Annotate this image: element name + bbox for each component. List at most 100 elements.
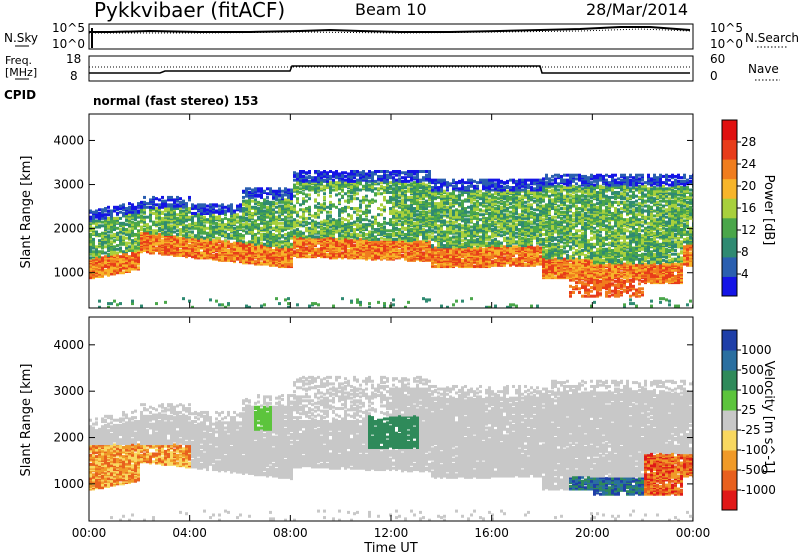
power-cell [446,194,449,198]
power-cell [386,235,389,239]
power-cell [392,190,395,194]
power-cell [461,239,464,243]
power-cell [146,205,149,209]
power-cell [338,183,341,187]
power-cell [128,202,131,206]
power-cell [95,219,98,223]
power-cell [365,228,368,232]
nsky-tick-top: 10^5 [52,21,85,35]
power-cell [230,242,233,246]
power-cell [317,213,320,217]
power-cell [170,224,173,228]
power-cell [350,216,353,220]
power-cell [389,220,392,224]
power-cell [431,192,434,196]
power-cell [470,261,473,265]
power-cell [350,169,353,173]
power-cell [101,240,104,244]
power-cell [221,252,224,256]
power-cell [107,246,110,250]
power-cell [365,223,368,227]
power-cell [233,209,236,213]
power-cell [116,268,119,272]
power-cell [110,266,113,270]
power-cell [416,192,419,196]
power-cell [203,224,206,228]
power-cell [461,219,464,223]
power-cell [293,246,296,250]
power-cell [260,202,263,206]
power-cell [98,250,101,254]
power-cell [227,220,230,224]
power-cell [389,207,392,211]
power-cell [407,189,410,193]
power-cell [254,187,257,191]
power-cell [413,181,416,185]
power-cell [371,250,374,254]
power-cell [131,210,134,214]
power-cell [107,221,110,225]
power-cell [134,205,137,209]
power-cell [257,200,260,204]
power-cell [104,263,107,267]
power-cell [428,216,431,220]
power-cell [200,209,203,213]
power-cell [92,260,95,264]
power-cell [161,195,164,199]
power-cell [383,186,386,190]
power-cell [230,234,233,238]
power-cell [422,297,425,301]
power-cell [239,251,242,255]
power-cell [314,198,317,202]
power-cell [407,207,410,211]
power-cell [359,234,362,238]
power-cell [149,219,152,223]
power-cell [341,220,344,224]
power-cell [248,198,251,202]
power-cell [290,188,293,192]
power-cell [287,195,290,199]
power-cell [341,253,344,257]
power-cell [266,205,269,209]
power-cell [164,239,167,243]
power-cell [164,218,167,222]
power-cell [377,169,380,173]
power-cell [329,190,332,194]
power-cell [272,189,275,193]
power-cell [437,178,440,182]
power-cell [290,215,293,219]
power-cell [290,199,293,203]
power-cell [467,218,470,222]
power-cell [131,220,134,224]
power-cell [104,207,107,211]
power-cell [245,189,248,193]
power-cell [260,241,263,245]
power-cell [314,187,317,191]
power-cell [212,216,215,220]
power-cell [170,251,173,255]
power-cell [266,208,269,212]
power-cell [200,221,203,225]
power-cell [287,188,290,192]
power-cell [95,209,98,213]
power-cell [146,223,149,227]
power-cell [437,186,440,190]
power-cell [326,219,329,223]
power-cell [437,224,440,228]
power-cell [344,218,347,222]
power-cell [464,198,467,202]
power-cell [416,173,419,177]
power-cell [131,263,134,267]
power-cell [251,195,254,199]
power-cell [143,228,146,232]
power-cell [107,230,110,234]
power-cell [395,252,398,256]
power-cell [329,181,332,185]
power-cell [350,250,353,254]
power-cell [374,230,377,234]
power-cell [260,244,263,248]
power-cell [311,176,314,180]
power-cell [368,202,371,206]
power-cell [278,252,281,256]
power-cell [446,237,449,241]
